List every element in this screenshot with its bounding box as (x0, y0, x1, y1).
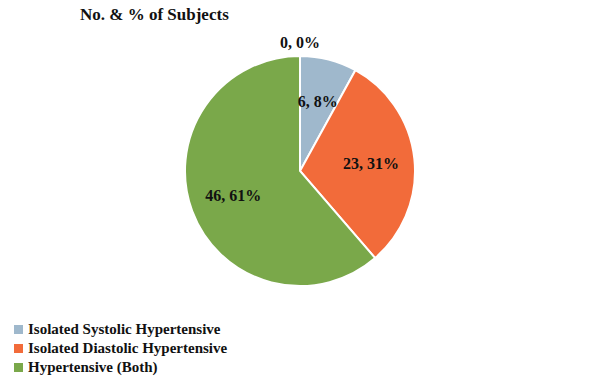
html-text:No. & % of Subjects: No. & % of Subjects (80, 5, 229, 24)
svg-text:46, 61%: 46, 61% (205, 187, 261, 204)
svg-text:6, 8%: 6, 8% (298, 93, 338, 110)
html-text:Isolated Diastolic Hypertensiv: Isolated Diastolic Hypertensive (28, 340, 228, 356)
svg-text:23, 31%: 23, 31% (343, 155, 399, 172)
html-text:Hypertensive (Both): Hypertensive (Both) (28, 359, 158, 375)
html-text:Isolated Systolic Hypertensive: Isolated Systolic Hypertensive (28, 321, 221, 337)
svg-text:0, 0%: 0, 0% (280, 34, 320, 51)
